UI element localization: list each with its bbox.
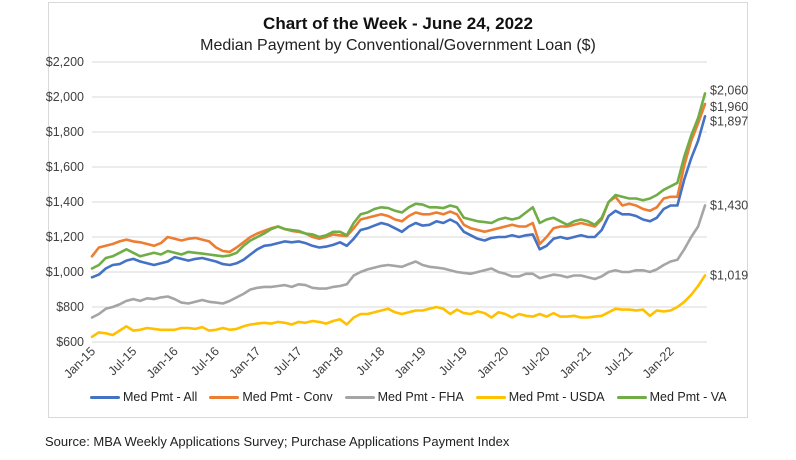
legend: Med Pmt - All Med Pmt - Conv Med Pmt - FHA… [90,390,740,404]
y-tick-label: $1,600 [46,160,84,174]
legend-label: Med Pmt - USDA [508,390,605,404]
y-axis-ticks: $600 $800 $1,000 $1,200 $1,400 $1,600 $1,800 $2… [46,55,84,349]
x-axis-ticks: Jan-15 Jul-15 Jan-16 Jul-16 Jan-17 Jul-17 Jan-… [61,344,677,381]
x-tick-label: Jul-15 [105,344,139,378]
y-tick-label: $2,200 [46,55,84,69]
legend-item: Med Pmt - FHA [344,390,464,404]
x-tick-label: Jul-21 [601,344,635,378]
y-tick-label: $1,000 [46,265,84,279]
legend-swatch [90,395,120,399]
x-tick-label: Jan-21 [557,344,594,381]
end-label: $1,897 [710,114,748,128]
x-tick-label: Jan-19 [392,344,429,381]
legend-swatch [344,395,375,399]
y-tick-label: $1,800 [46,125,84,139]
y-tick-label: $1,200 [46,230,84,244]
series-line-med-pmt-fha [90,204,707,319]
x-tick-label: Jul-16 [188,344,222,378]
x-tick-label: Jan-20 [474,344,511,381]
legend-item: Med Pmt - USDA [475,390,605,404]
end-label: $1,019 [710,269,748,283]
legend-swatch [209,395,240,399]
end-label: $1,430 [710,199,748,213]
x-tick-label: Jul-19 [436,344,470,378]
series-line-med-pmt-all [90,115,707,279]
series-line-med-pmt-va [90,92,707,270]
x-tick-label: Jan-17 [226,344,263,381]
legend-label: Med Pmt - Conv [242,390,333,404]
y-tick-label: $600 [56,335,84,349]
legend-label: Med Pmt - FHA [377,390,464,404]
legend-swatch [475,395,506,399]
chart-title: Chart of the Week - June 24, 2022 [263,14,533,33]
x-tick-label: Jul-18 [353,344,387,378]
x-tick-label: Jul-20 [519,344,553,378]
series-line-med-pmt-usda [90,274,707,339]
legend-item: Med Pmt - Conv [209,390,333,404]
legend-label: Med Pmt - All [123,390,198,404]
y-tick-label: $1,400 [46,195,84,209]
legend-item: Med Pmt - VA [616,390,727,404]
series-lines [90,92,707,339]
y-tick-label: $2,000 [46,90,84,104]
end-label: $1,960 [710,100,748,114]
gridlines [92,61,707,343]
chart-subtitle: Median Payment by Conventional/Governmen… [200,37,596,54]
series-line-med-pmt-conv [90,102,707,258]
legend-label: Med Pmt - VA [649,390,727,404]
x-tick-label: Jan-16 [144,344,181,381]
x-tick-label: Jan-18 [309,344,346,381]
chart-frame [48,2,748,418]
x-tick-label: Jul-17 [271,344,305,378]
end-labels: $1,897$1,960 $1,430 $1,019 $2,060 [710,84,748,283]
x-tick-label: Jan-15 [61,344,98,381]
y-tick-label: $800 [56,300,84,314]
source-note: Source: MBA Weekly Applications Survey; … [45,434,510,449]
x-tick-label: Jan-22 [640,344,677,381]
end-label: $2,060 [710,84,748,98]
legend-item: Med Pmt - All [90,390,197,404]
legend-swatch [616,395,647,399]
